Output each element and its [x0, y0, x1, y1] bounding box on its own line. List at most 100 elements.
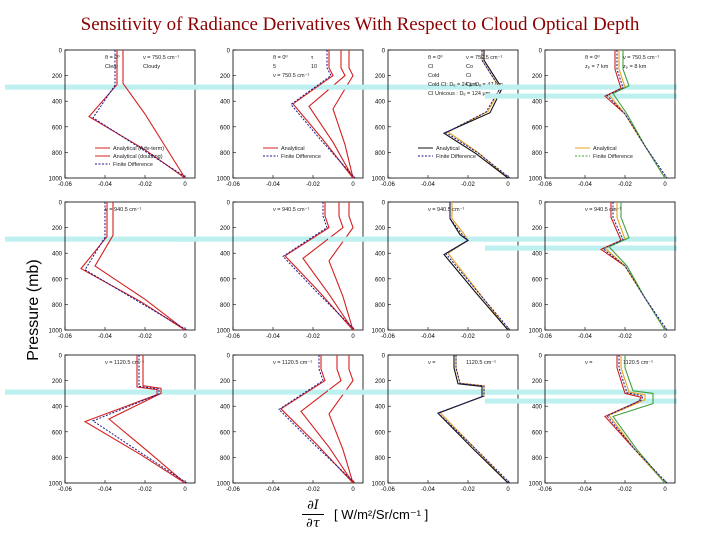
cloud-band	[5, 84, 197, 90]
y-tick-label: 0	[539, 201, 543, 207]
y-tick-label: 200	[52, 226, 63, 232]
panel-annotation: ν =	[428, 360, 436, 366]
y-tick-label: 400	[52, 405, 63, 411]
series-line	[604, 202, 666, 331]
series-line	[83, 355, 186, 484]
x-tick-label: -0.02	[618, 334, 632, 340]
x-tick-label: -0.02	[461, 487, 475, 493]
series-line	[290, 50, 356, 179]
panel-annotation: zₚ = 7 km	[585, 64, 609, 70]
y-tick-label: 800	[375, 303, 386, 309]
y-tick-label: 1000	[217, 482, 231, 488]
x-tick-label: -0.02	[306, 487, 320, 493]
y-tick-label: 200	[375, 379, 386, 385]
legend-entry: Analytical	[281, 146, 305, 152]
panel-frame	[232, 354, 364, 484]
panel-2-1: 0 200 400 600 800 1000-0.06 -0.04 -0.02 0 ν = 940…	[5, 201, 197, 340]
panel-frame	[64, 354, 196, 484]
y-tick-label: 0	[539, 49, 543, 55]
x-tick-label: 0	[663, 334, 667, 340]
x-tick-label: -0.04	[578, 182, 592, 188]
x-axis-units: [ W/m²/Sr/cm⁻¹ ]	[334, 507, 429, 522]
x-tick-label: -0.06	[538, 182, 552, 188]
y-tick-label: 600	[52, 277, 63, 283]
y-tick-label: 800	[375, 456, 386, 462]
panel-frame	[387, 354, 519, 484]
x-tick-label: -0.02	[618, 182, 632, 188]
panel-annotation: ν = 750.5 cm⁻¹	[466, 55, 503, 61]
x-tick-label: 0	[506, 487, 510, 493]
panel-annotation: ν = 940.5 cm⁻¹	[428, 207, 465, 213]
panel-annotation: ν = 1120.5 cm⁻¹	[105, 360, 144, 366]
panel-annotation: τ	[311, 55, 314, 61]
series-line	[107, 355, 186, 484]
y-tick-label: 0	[382, 201, 386, 207]
series-line	[94, 202, 186, 331]
panel-annotation: Co	[466, 64, 473, 70]
panel-3-1: 0 200 400 600 800 1000-0.06 -0.04 -0.02 0 ν = 112…	[5, 354, 197, 493]
y-tick-label: 800	[220, 456, 231, 462]
y-tick-label: 1000	[217, 177, 231, 183]
cloud-band	[485, 84, 677, 90]
y-tick-label: 400	[220, 100, 231, 106]
series-line	[282, 202, 356, 331]
x-tick-label: 0	[506, 182, 510, 188]
x-tick-label: 0	[663, 487, 667, 493]
series-line	[447, 202, 509, 331]
panel-frame	[387, 201, 519, 331]
x-tick-label: -0.06	[538, 334, 552, 340]
panel-annotation: 1120.5 cm⁻¹	[623, 360, 653, 366]
y-tick-label: 0	[59, 49, 63, 55]
series-line	[599, 202, 666, 331]
series-line	[437, 355, 511, 484]
y-tick-label: 200	[220, 74, 231, 80]
x-tick-label: -0.04	[266, 487, 280, 493]
series-line	[444, 50, 511, 179]
y-tick-label: 0	[382, 354, 386, 360]
y-tick-label: 1000	[49, 482, 63, 488]
panel-1-3: 0 200 400 600 800 1000-0.06 -0.04 -0.02 0 θ = 0⁰ ν…	[328, 49, 520, 188]
y-tick-label: 200	[52, 74, 63, 80]
x-tick-label: 0	[351, 182, 355, 188]
y-tick-label: 1000	[529, 329, 543, 335]
panel-frame	[544, 354, 676, 484]
series-line	[122, 50, 186, 179]
series-line	[606, 50, 668, 179]
y-tick-label: 200	[532, 74, 543, 80]
y-tick-label: 600	[375, 277, 386, 283]
x-tick-label: -0.06	[226, 182, 240, 188]
series-line	[602, 202, 668, 331]
panel-annotation: 10	[311, 64, 317, 70]
y-tick-label: 1000	[49, 177, 63, 183]
x-tick-label: -0.06	[381, 487, 395, 493]
x-tick-label: -0.04	[578, 487, 592, 493]
panel-2-3: 0 200 400 600 800 1000-0.06 -0.04 -0.02 0 ν = 940…	[328, 201, 520, 340]
y-tick-label: 600	[375, 430, 386, 436]
x-tick-label: -0.06	[226, 334, 240, 340]
y-tick-label: 1000	[529, 482, 543, 488]
panel-1-4: 0 200 400 600 800 1000-0.06 -0.04 -0.02 0 θ = 0⁰ ν…	[485, 49, 677, 188]
legend-entry: Finite Difference	[436, 154, 476, 160]
panel-2-2: 0 200 400 600 800 1000-0.06 -0.04 -0.02 0 ν = 940…	[173, 201, 365, 340]
y-tick-label: 800	[52, 303, 63, 309]
y-tick-label: 600	[220, 430, 231, 436]
x-tick-label: 0	[351, 334, 355, 340]
x-tick-label: -0.02	[138, 487, 152, 493]
panel-frame	[544, 49, 676, 179]
panel-frame	[232, 201, 364, 331]
x-axis-label-denominator: ∂τ	[306, 516, 320, 531]
y-tick-label: 1000	[217, 329, 231, 335]
y-tick-label: 1000	[529, 177, 543, 183]
x-tick-label: -0.04	[421, 182, 435, 188]
y-tick-label: 400	[532, 405, 543, 411]
cloud-band	[485, 398, 677, 404]
y-tick-label: 600	[532, 277, 543, 283]
x-tick-label: -0.06	[538, 487, 552, 493]
x-tick-label: 0	[351, 487, 355, 493]
x-tick-label: 0	[183, 487, 187, 493]
x-tick-label: -0.04	[578, 334, 592, 340]
series-line	[604, 355, 666, 484]
cloud-band	[485, 236, 677, 242]
x-tick-label: -0.04	[98, 487, 112, 493]
panel-annotation: CI	[428, 64, 434, 70]
